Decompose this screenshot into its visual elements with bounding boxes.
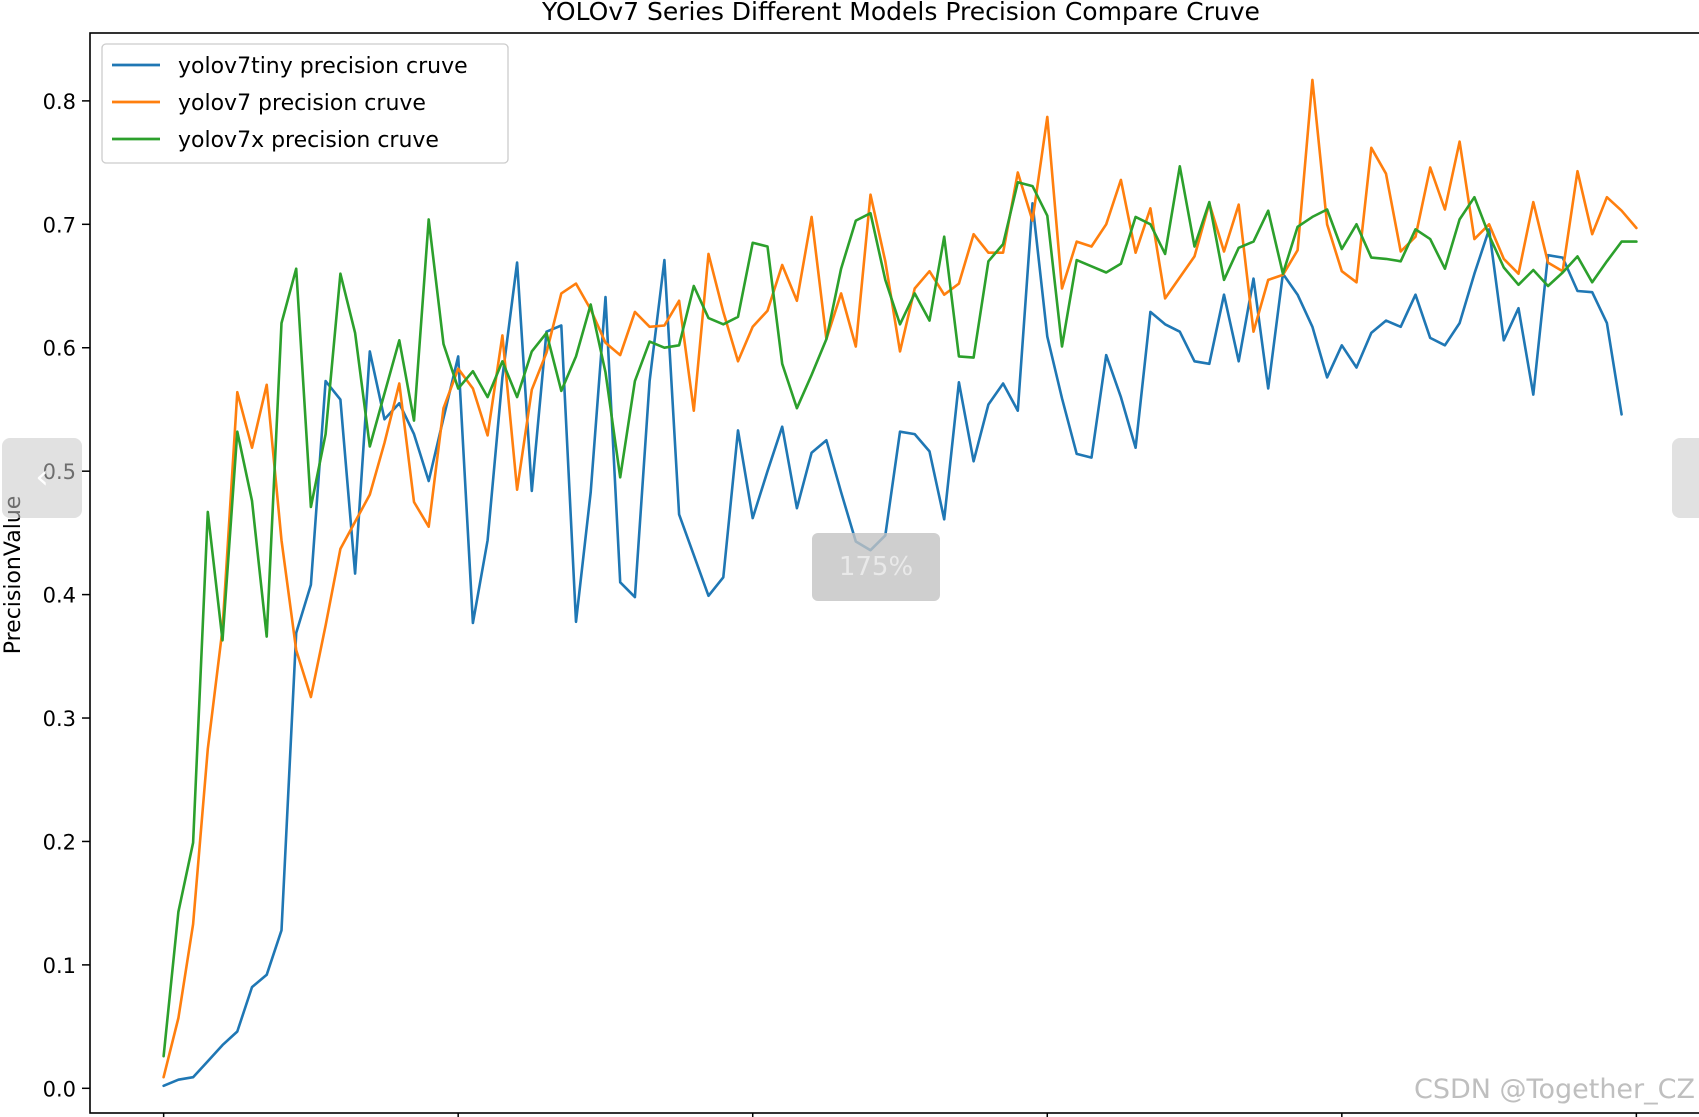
- y-axis-ticks: 0.00.10.20.30.40.50.60.70.8: [43, 90, 90, 1101]
- next-image-button[interactable]: ›: [1672, 438, 1699, 518]
- y-tick-label: 0.0: [43, 1077, 76, 1101]
- series-line-3: [162, 165, 1638, 1058]
- y-tick-label: 0.6: [43, 337, 76, 361]
- zoom-level-indicator: 175%: [812, 533, 940, 601]
- y-tick-label: 0.1: [43, 954, 76, 978]
- legend-label: yolov7x precision cruve: [178, 128, 439, 153]
- series-lines: [162, 78, 1638, 1088]
- legend-label: yolov7 precision cruve: [178, 91, 426, 116]
- y-tick-label: 0.8: [43, 90, 76, 114]
- legend-entries: yolov7tiny precision cruve yolov7 precisi…: [112, 54, 468, 153]
- x-axis-ticks: [162, 1113, 1638, 1117]
- previous-image-button[interactable]: ‹: [2, 438, 82, 518]
- legend: yolov7tiny precision cruve yolov7 precisi…: [101, 43, 509, 164]
- watermark: CSDN @Together_CZ: [1414, 1074, 1695, 1105]
- legend-box: [101, 43, 509, 164]
- series-line-2: [162, 78, 1638, 1079]
- plot-area-frame: [89, 32, 1699, 1114]
- chart-title: YOLOv7 Series Different Models Precision…: [541, 0, 1260, 26]
- legend-label: yolov7tiny precision cruve: [178, 54, 468, 79]
- y-tick-label: 0.3: [43, 707, 76, 731]
- series-line-1: [162, 202, 1623, 1088]
- y-axis-label: PrecisionValue: [1, 496, 26, 655]
- chevron-left-icon: ‹: [35, 457, 49, 497]
- y-tick-label: 0.2: [43, 830, 76, 854]
- y-tick-label: 0.4: [43, 584, 76, 608]
- y-tick-label: 0.7: [43, 213, 76, 237]
